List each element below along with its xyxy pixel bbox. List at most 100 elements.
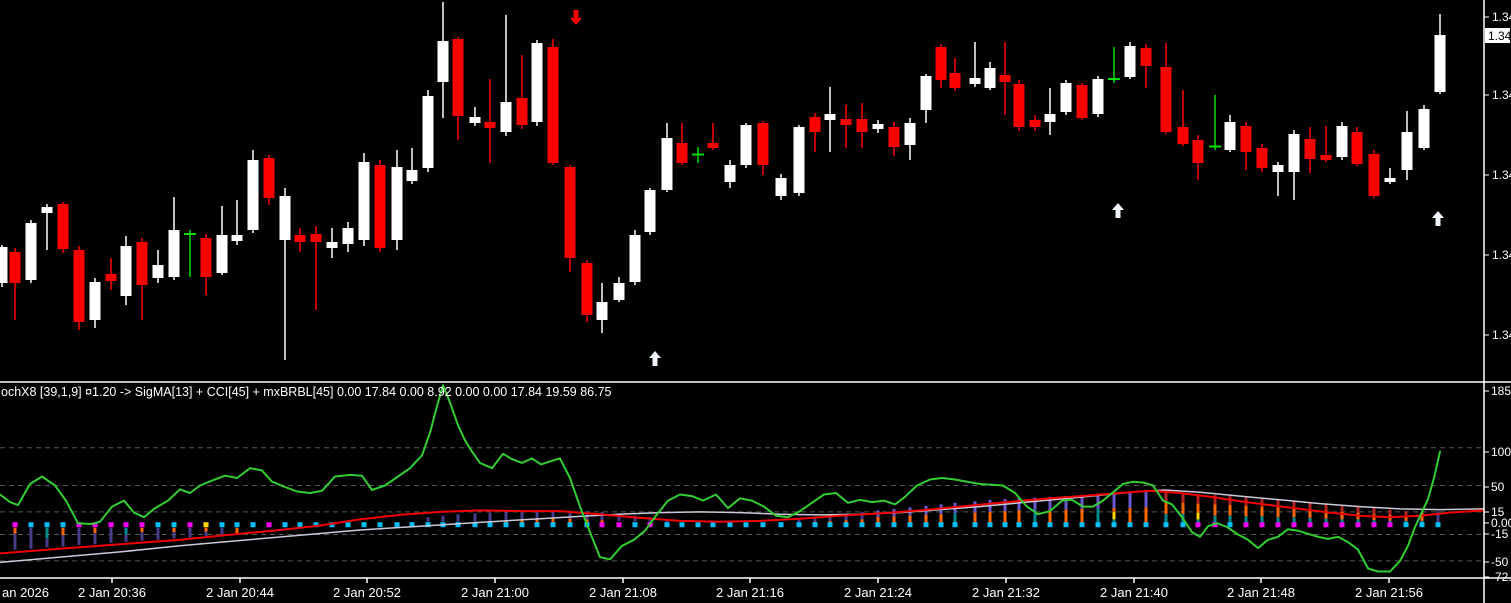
bear-candle-body (294, 235, 306, 242)
histogram-segment (1340, 519, 1344, 524)
price-label: 1.34 (1492, 248, 1511, 262)
histogram-segment (1164, 514, 1168, 524)
histogram-segment (1420, 512, 1424, 521)
histogram-dot (987, 522, 993, 528)
bull-candle-body (247, 160, 259, 230)
time-label: 2 Jan 21:48 (1227, 585, 1295, 600)
histogram-dot (859, 522, 865, 528)
bear-candle-body (374, 165, 386, 248)
time-label: 2 Jan 21:00 (461, 585, 529, 600)
histogram-segment (93, 527, 97, 534)
histogram-dot (1307, 522, 1313, 528)
buy-arrow-3-icon[interactable] (1432, 211, 1444, 226)
indicator-axis[interactable]: 185. 100 50 150.00-15 -50-72.6 (1484, 384, 1511, 584)
histogram-dot (1095, 522, 1101, 528)
histogram-segment (600, 511, 604, 521)
histogram-dot (60, 522, 66, 528)
histogram-segment (13, 527, 17, 534)
histogram-segment (441, 515, 445, 522)
histogram-segment (1260, 516, 1264, 524)
trade-arrows[interactable] (570, 10, 1444, 366)
histogram-segment (844, 513, 848, 521)
histogram-segment (1164, 492, 1168, 503)
bear-candle-body (1140, 48, 1152, 66)
bull-candle-body (437, 41, 449, 82)
histogram-segment (1048, 496, 1052, 510)
histogram-segment (1213, 504, 1217, 516)
sell-arrow-icon[interactable] (570, 10, 582, 25)
histogram-segment (1404, 520, 1408, 524)
histogram-dot (329, 522, 335, 528)
histogram-segment (1372, 508, 1376, 515)
histogram-dot (1047, 522, 1053, 528)
histogram-dot (409, 522, 415, 528)
histogram-dot (827, 522, 833, 528)
indicator-scale-label: 15 (1491, 505, 1505, 519)
histogram-dot (1195, 522, 1201, 528)
histogram-dot (727, 522, 733, 528)
bull-candle-body (1092, 79, 1104, 114)
histogram-segment (1276, 507, 1280, 518)
histogram-dot (843, 522, 849, 528)
histogram-dot (472, 522, 478, 528)
histogram-segment (1228, 505, 1232, 516)
histogram-dot (695, 522, 701, 528)
histogram-dot (875, 522, 881, 528)
bull-candle-body (1044, 114, 1056, 122)
histogram-dot (616, 522, 622, 528)
histogram-dot (567, 522, 573, 528)
current-price-box (1485, 28, 1510, 43)
price-axis[interactable]: 1.34 1.34 1.34 1.34 1.34 1.34 (1484, 10, 1511, 342)
histogram-segment (939, 514, 943, 524)
indicator-scale-label: 100 (1491, 445, 1511, 459)
histogram-segment (1356, 506, 1360, 513)
candles-layer (0, 2, 1446, 360)
histogram-segment (1064, 509, 1068, 524)
histogram-segment (1080, 508, 1084, 524)
buy-arrow-1-icon[interactable] (649, 351, 661, 366)
histogram-dot (297, 522, 303, 528)
histogram-segment (551, 510, 555, 519)
histogram-segment (504, 511, 508, 521)
histogram-segment (535, 519, 539, 524)
histogram-dot (28, 522, 34, 528)
histogram-segment (617, 513, 621, 521)
histogram-segment (1356, 519, 1360, 524)
histogram-dot (796, 522, 802, 528)
histogram-dot (1032, 522, 1038, 528)
histogram-dot (812, 522, 818, 528)
histogram-dot (1275, 522, 1281, 528)
indicator-scale-label: -72.6 (1491, 570, 1511, 584)
histogram-dot (972, 522, 978, 528)
histogram-segment (45, 538, 49, 548)
histogram-segment (1276, 499, 1280, 508)
buy-arrow-2-icon[interactable] (1112, 203, 1124, 218)
histogram-dot (282, 522, 288, 528)
cci-line (0, 384, 1441, 573)
signal-line (0, 489, 1485, 564)
bull-candle-body (920, 76, 932, 110)
bear-candle-body (1192, 140, 1204, 163)
bull-candle-body (969, 78, 981, 84)
histogram-segment (924, 514, 928, 524)
histogram-dot (1355, 522, 1361, 528)
bear-candle-body (757, 123, 769, 165)
histogram-dot (12, 522, 18, 528)
current-price-label: 1.34 (1488, 29, 1511, 43)
histogram-segment (1112, 511, 1116, 520)
histogram-segment (1420, 520, 1424, 524)
price-label: 1.34 (1492, 88, 1511, 102)
histogram-segment (828, 520, 832, 524)
histogram-dot (455, 522, 461, 528)
histogram-segment (520, 519, 524, 524)
bear-candle-body (57, 204, 69, 249)
histogram-segment (1128, 493, 1132, 509)
histogram-segment (828, 514, 832, 521)
time-axis[interactable]: an 2026 2 Jan 20:36 2 Jan 20:44 2 Jan 20:52… (2, 578, 1423, 600)
histogram-dot (203, 522, 209, 528)
histogram-segment (988, 511, 992, 524)
histogram-segment (797, 518, 801, 523)
histogram-segment (1196, 512, 1200, 520)
